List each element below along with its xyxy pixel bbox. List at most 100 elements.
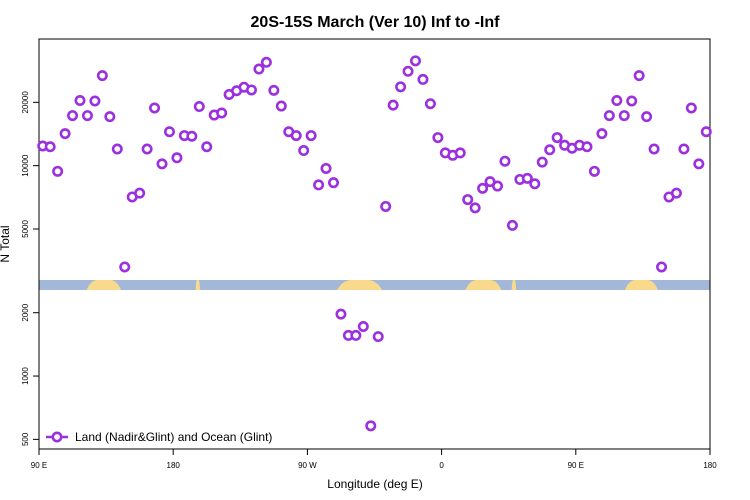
- data-point: [641, 111, 653, 123]
- data-point: [44, 141, 56, 153]
- data-point: [156, 158, 168, 170]
- data-point: [492, 180, 504, 192]
- data-point: [685, 102, 697, 114]
- data-point: [149, 102, 161, 114]
- data-point: [410, 55, 422, 67]
- data-point: [529, 178, 541, 190]
- data-point: [462, 194, 474, 206]
- data-point: [59, 128, 71, 140]
- y-tick-label: 1000: [21, 367, 30, 385]
- data-point: [260, 56, 272, 68]
- data-point: [618, 110, 630, 122]
- x-tick-label: 90 W: [298, 461, 317, 470]
- data-point: [275, 100, 287, 112]
- data-point: [551, 132, 563, 144]
- y-tick-label: 10000: [21, 154, 30, 177]
- data-point: [104, 111, 116, 123]
- data-point: [693, 158, 705, 170]
- data-point: [387, 99, 399, 111]
- legend-marker-sample: [51, 431, 63, 443]
- legend-label: Land (Nadir&Glint) and Ocean (Glint): [75, 430, 272, 444]
- data-point: [171, 152, 183, 164]
- x-tick-label: 90 E: [568, 461, 584, 470]
- data-point: [67, 110, 79, 122]
- data-point: [201, 141, 213, 153]
- land-band-segment: [625, 280, 658, 290]
- data-point: [365, 420, 377, 432]
- data-point: [357, 320, 369, 332]
- land-band-segment: [465, 280, 502, 290]
- land-band-segment: [195, 280, 201, 290]
- data-point: [633, 70, 645, 82]
- data-point: [417, 73, 429, 85]
- data-point: [350, 329, 362, 341]
- data-point: [656, 261, 668, 273]
- data-point: [298, 145, 310, 157]
- data-point: [484, 176, 496, 188]
- data-point: [521, 172, 533, 184]
- data-point: [626, 95, 638, 107]
- y-tick-label: 20000: [21, 91, 30, 114]
- data-point: [89, 95, 101, 107]
- y-tick-label: 500: [21, 432, 30, 446]
- data-point: [216, 107, 228, 119]
- data-point: [327, 177, 339, 189]
- data-point: [111, 143, 123, 155]
- data-point: [141, 143, 153, 155]
- data-point: [603, 110, 615, 122]
- legend: Land (Nadir&Glint) and Ocean (Glint): [46, 430, 272, 444]
- data-point: [499, 155, 511, 167]
- land-ocean-band: [39, 280, 710, 290]
- data-point: [163, 126, 175, 138]
- data-point: [335, 308, 347, 320]
- data-point: [193, 101, 205, 113]
- chart-title: 20S-15S March (Ver 10) Inf to -Inf: [251, 14, 501, 31]
- x-tick-label: 90 E: [31, 461, 47, 470]
- data-point: [372, 331, 384, 343]
- data-point: [588, 165, 600, 177]
- data-point: [454, 147, 466, 159]
- data-point: [74, 95, 86, 107]
- x-tick-label: 0: [439, 461, 444, 470]
- data-point: [320, 162, 332, 174]
- y-tick-label: 5000: [21, 220, 30, 238]
- data-point: [424, 98, 436, 110]
- land-band-segment: [86, 280, 122, 290]
- data-point: [477, 182, 489, 194]
- data-point: [506, 219, 518, 231]
- land-band-segment: [511, 280, 517, 290]
- data-point: [119, 261, 131, 273]
- data-point: [52, 165, 64, 177]
- data-point: [648, 143, 660, 155]
- data-point: [544, 144, 556, 156]
- y-axis: 500 1000 2000 5000 10000 20000: [21, 91, 39, 446]
- data-point: [670, 187, 682, 199]
- data-point: [432, 132, 444, 144]
- data-point: [395, 81, 407, 93]
- data-point: [245, 84, 257, 96]
- data-point: [700, 126, 712, 138]
- data-point: [253, 63, 265, 75]
- x-tick-label: 180: [167, 461, 181, 470]
- data-point: [678, 143, 690, 155]
- x-axis-title: Longitude (deg E): [327, 477, 422, 491]
- data-point: [186, 130, 198, 142]
- data-point: [134, 187, 146, 199]
- data-point: [96, 70, 108, 82]
- y-axis-title: N Total: [0, 225, 12, 262]
- data-point: [596, 128, 608, 140]
- data-point: [81, 110, 93, 122]
- y-tick-label: 2000: [21, 303, 30, 321]
- data-points: [37, 55, 712, 432]
- x-axis: 90 E 180 90 W 0 90 E 180: [31, 449, 717, 470]
- data-point: [313, 179, 325, 191]
- x-tick-label: 180: [703, 461, 717, 470]
- land-band-segment: [337, 280, 382, 290]
- data-point: [581, 141, 593, 153]
- data-point: [380, 200, 392, 212]
- data-point: [305, 130, 317, 142]
- data-point: [469, 202, 481, 214]
- data-point: [268, 84, 280, 96]
- data-point: [402, 65, 414, 77]
